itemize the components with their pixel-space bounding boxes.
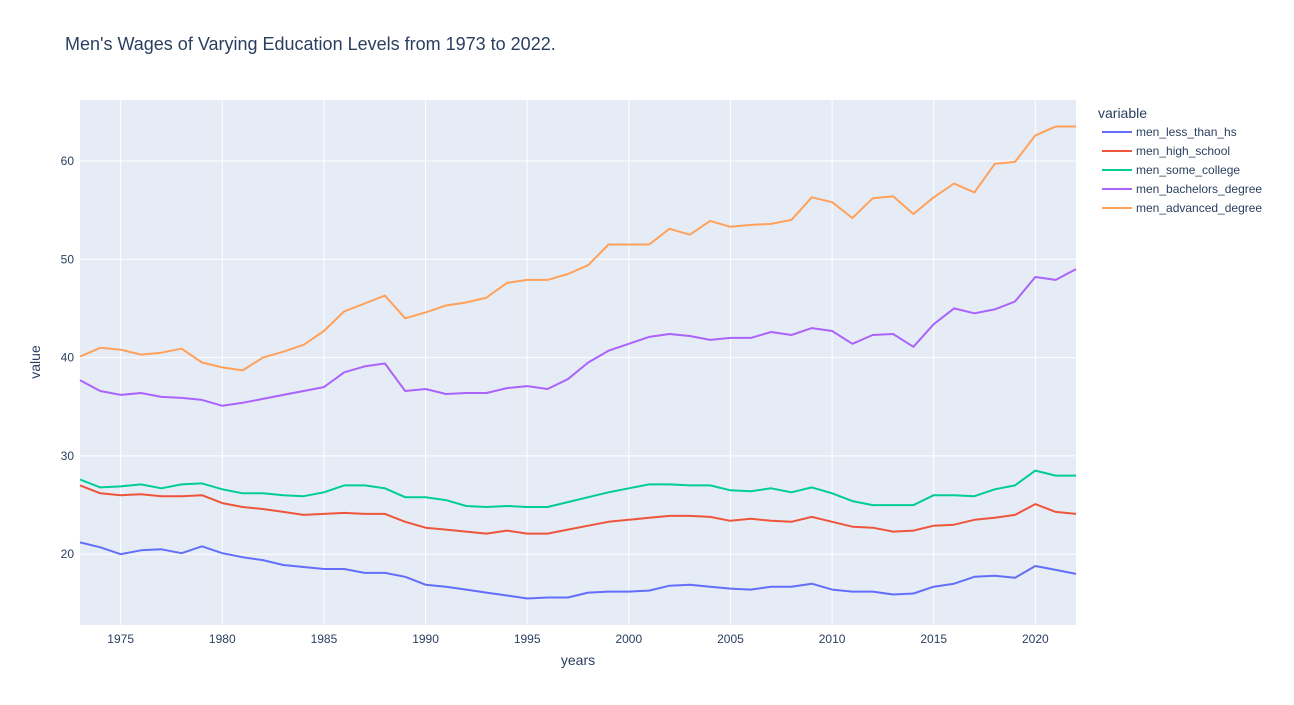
x-tick-label: 1980 [209,632,236,646]
y-tick-label: 60 [61,154,75,168]
legend-label: men_some_college [1136,163,1240,177]
x-tick-label: 2015 [920,632,947,646]
x-tick-label: 1975 [107,632,134,646]
legend-title: variable [1098,105,1147,121]
x-axis-title: years [561,652,595,668]
series-line-men_high_school [79,484,1077,535]
legend-item-men_bachelors_degree[interactable]: men_bachelors_degree [1102,182,1262,196]
plot-area [80,100,1076,625]
legend-item-men_high_school[interactable]: men_high_school [1102,144,1230,158]
x-tick-label: 2000 [615,632,642,646]
legend-item-men_advanced_degree[interactable]: men_advanced_degree [1102,201,1262,215]
x-tick-label: 2005 [717,632,744,646]
x-tick-label: 1985 [311,632,338,646]
legend[interactable]: variable men_less_than_hs men_high_school… [1098,105,1262,215]
series-line-men_less_than_hs [79,541,1077,600]
y-tick-label: 50 [61,252,75,266]
x-tick-label: 2010 [819,632,846,646]
legend-label: men_less_than_hs [1136,125,1237,139]
legend-item-men_some_college[interactable]: men_some_college [1102,163,1240,177]
chart-title: Men's Wages of Varying Education Levels … [65,34,556,54]
legend-label: men_high_school [1136,144,1230,158]
x-tick-label: 2020 [1022,632,1049,646]
x-tick-label: 1990 [412,632,439,646]
y-tick-label: 20 [61,547,75,561]
y-axis-title: value [27,345,43,379]
series-line-men_advanced_degree [79,125,1076,372]
series-line-men_bachelors_degree [79,268,1077,407]
x-tick-labels: 1975 1980 1985 1990 1995 2000 2005 2010 2015 2020 [107,632,1049,646]
legend-label: men_bachelors_degree [1136,182,1262,196]
grid-lines [80,100,1076,625]
legend-label: men_advanced_degree [1136,201,1262,215]
series-lines [79,125,1077,600]
y-tick-label: 40 [61,351,75,365]
y-tick-label: 30 [61,449,75,463]
y-tick-labels: 20 30 40 50 60 [61,154,75,561]
series-line-men_some_college [79,469,1076,508]
x-tick-label: 1995 [514,632,541,646]
legend-item-men_less_than_hs[interactable]: men_less_than_hs [1102,125,1237,139]
